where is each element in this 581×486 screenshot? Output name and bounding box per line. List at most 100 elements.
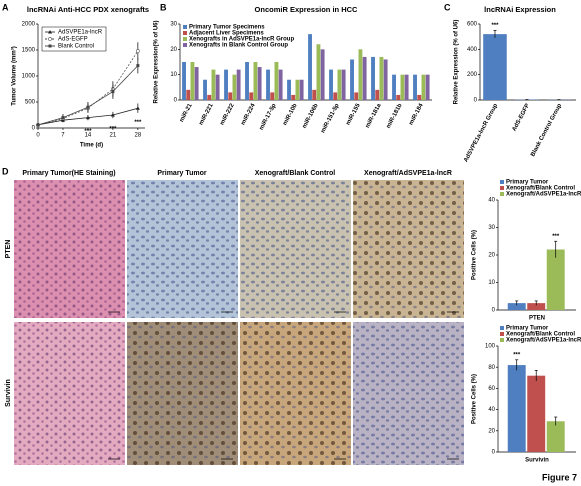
legend-swatch [500,326,504,330]
bar [329,69,333,100]
bar [350,59,354,100]
annotation: *** [513,352,521,358]
bar [383,59,388,100]
y-tick-label: 20 [488,253,495,259]
bar [207,94,212,100]
bar [396,94,401,100]
legend-swatch [500,180,504,184]
bar [215,74,220,100]
bar [186,89,191,100]
legend-swatch [183,43,187,47]
x-tick-label: miR-10b [282,103,299,127]
column-title: Xenograft/Blank Control [255,170,336,177]
chart-title: lncRNAi Anti-HCC PDX xenografts [27,5,149,14]
bar [266,69,270,100]
bar [527,303,546,310]
x-tick-label: miR-17-5p [259,103,278,132]
annotation: *** [109,127,117,133]
legend-swatch [183,25,187,29]
texture [127,322,238,465]
micrographs [14,180,464,465]
legend-swatch [500,332,504,336]
bar [299,79,304,100]
bar [546,249,565,310]
column-title: Primary Tumor(HE Staining) [22,170,115,177]
y-tick-label: 0 [492,308,496,314]
y-tick-label: 500 [25,100,36,106]
texture [14,322,125,465]
y-tick-label: 400 [467,47,478,53]
bar [274,62,279,100]
point [110,113,115,117]
y-axis-label: Positive Cells (%) [472,374,478,424]
bar [333,92,338,100]
legend-swatch [500,192,504,196]
legend-marker [48,37,52,41]
bar [421,74,426,100]
legend-swatch [500,186,504,190]
y-tick-label: 20 [488,428,495,434]
x-tick-label: miR-106b [302,103,320,130]
y-tick-label: 10 [488,280,495,286]
texture [240,322,351,465]
x-tick-label: AdS-EGFP [512,103,532,133]
y-tick-label: 600 [467,22,478,28]
x-tick-label: miR-151-5p [320,103,341,135]
bar [232,74,237,100]
x-tick-label: PTEN [529,316,545,322]
legend-swatch [183,37,187,41]
legend-label: Blank Control [58,44,94,50]
legend-label: Xenograft/AdSVPE1a-lncR [506,338,581,344]
bar [337,69,342,100]
x-tick-label: miR-181b [386,103,404,130]
x-tick-label: 21 [110,133,117,139]
bar [483,34,507,101]
legend-label: Primary Tumor [506,326,549,332]
point [111,90,115,94]
bar [379,56,384,100]
legend-label: Primary Tumor [506,180,549,186]
bar [354,92,359,100]
chart-title: OncomiR Expression in HCC [255,5,359,14]
y-axis-label: Relative Expression (% of U6) [454,20,460,105]
annotation: *** [491,23,499,29]
bar [182,62,186,100]
y-tick-label: 60 [488,386,495,392]
annotation: *** [552,234,560,240]
legend-label: Xenograft/AdSVPE1a-lncR [506,192,581,198]
bar [507,303,526,310]
y-tick-label: 0 [174,98,178,104]
texture [14,180,125,318]
y-tick-label: 20 [170,47,177,53]
bar [392,74,396,100]
bar [312,89,317,100]
x-axis-label: Time (d) [80,143,103,149]
panel-letter: A [2,2,9,12]
bar [253,62,258,100]
bar [320,49,325,100]
chart-title: lncRNAi Expression [484,5,556,14]
scale-bars [108,311,459,460]
point [85,115,90,120]
bar [362,56,367,100]
bar [270,92,275,100]
legend-label: Primary Tumor Specimens [189,25,265,31]
bar [507,365,526,452]
x-tick-label: miR-221 [198,102,215,126]
legend-marker [48,30,52,34]
legend-label: AdS-EGFP [58,37,88,43]
bar [287,79,291,100]
bar [245,62,249,100]
y-tick-label: 30 [488,225,495,231]
bar [190,62,195,100]
x-tick-label: miR-181a [365,102,383,129]
x-tick-label: Blank Control Group [530,103,563,158]
bar [278,69,283,100]
panel-letter: D [2,166,9,176]
bar [413,74,417,100]
x-tick-label: miR-155 [345,102,362,126]
panel-letter: C [444,2,451,12]
bar [257,67,262,100]
column-title: Primary Tumor [157,170,207,177]
